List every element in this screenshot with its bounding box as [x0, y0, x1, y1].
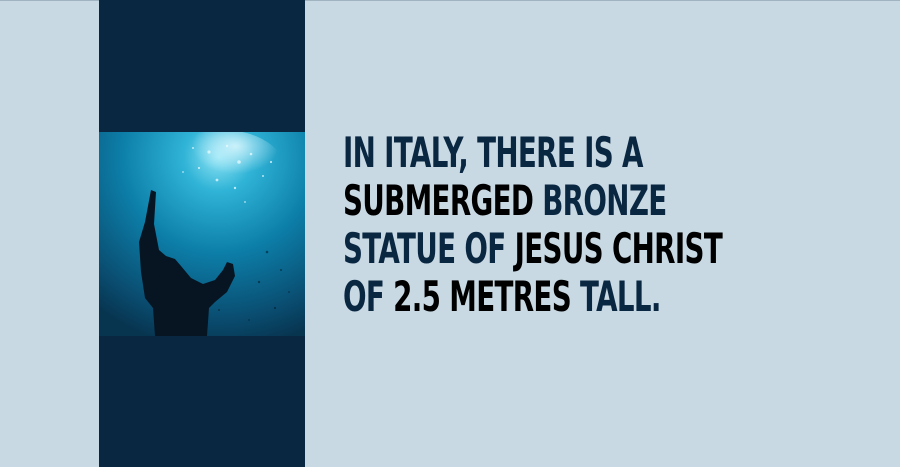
fact-text: IN ITALY, THERE IS A SUBMERGED BRONZE ST… [343, 129, 723, 321]
fact-segment: 2.5 METRES [393, 272, 581, 321]
fact-segment: SUBMERGED [343, 176, 543, 225]
fact-segment: STATUE OF [343, 224, 515, 273]
fact-line: SUBMERGED BRONZE [343, 177, 699, 225]
fact-line: OF 2.5 METRES TALL. [343, 273, 699, 321]
fact-segment: BRONZE [542, 176, 667, 225]
fact-segment: IN ITALY, THERE IS A [343, 128, 644, 177]
fact-segment: JESUS CHRIST [514, 224, 723, 273]
fact-line: STATUE OF JESUS CHRIST [343, 224, 723, 273]
top-divider [0, 0, 900, 1]
fact-segment: OF [343, 272, 394, 321]
fact-segment: TALL. [580, 272, 661, 321]
fact-line: IN ITALY, THERE IS A [343, 129, 699, 177]
underwater-statue-image [99, 132, 305, 336]
